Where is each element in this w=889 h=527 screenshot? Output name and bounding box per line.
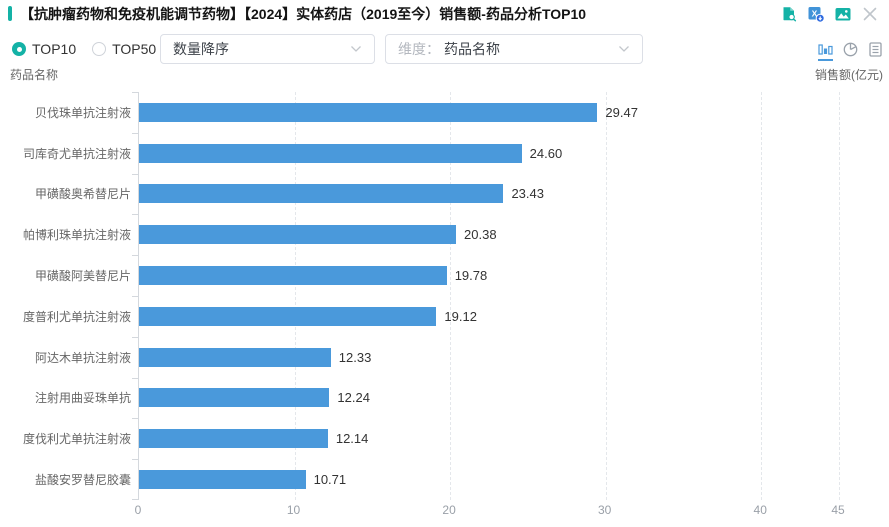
value-label: 10.71 — [313, 472, 347, 488]
bar-chart-view-button[interactable] — [817, 41, 834, 61]
value-label: 19.78 — [454, 268, 488, 284]
radio-top10[interactable]: TOP10 — [12, 41, 76, 57]
value-label: 24.60 — [529, 145, 563, 161]
sort-order-value: 数量降序 — [173, 41, 229, 57]
x-axis-title: 销售额(亿元) — [815, 68, 883, 82]
category-label: 盐酸安罗替尼胶囊 — [34, 473, 131, 488]
bar-row: 甲磺酸阿美替尼片 19.78 — [35, 255, 839, 296]
image-export-icon[interactable] — [834, 5, 852, 23]
category-label: 甲磺酸奥希替尼片 — [34, 187, 131, 202]
value-label: 12.33 — [338, 349, 372, 365]
value-label: 12.24 — [337, 390, 370, 406]
radio-top50[interactable]: TOP50 — [92, 41, 156, 57]
radio-label: TOP10 — [32, 41, 77, 57]
top-filter-radios: TOP10 TOP50 — [12, 34, 156, 64]
list-view-button[interactable] — [867, 41, 884, 58]
category-label: 度普利尤单抗注射液 — [22, 309, 131, 324]
bar-row: 贝伐珠单抗注射液 29.47 — [35, 92, 839, 133]
x-tick-label: 0 — [134, 503, 142, 517]
bar[interactable] — [139, 102, 598, 122]
bar[interactable] — [139, 347, 331, 367]
gridline — [761, 92, 763, 500]
value-label: 20.38 — [464, 227, 497, 243]
bar-row: 盐酸安罗替尼胶囊 10.71 — [35, 459, 839, 500]
excel-export-icon[interactable]: X — [807, 5, 825, 23]
x-tick-label: 45 — [831, 503, 845, 517]
x-tick-label: 20 — [442, 503, 456, 517]
chevron-down-icon — [351, 46, 361, 52]
bar-row: 度伐利尤单抗注射液 12.14 — [23, 418, 839, 459]
value-label: 23.43 — [511, 186, 544, 202]
bar[interactable] — [139, 470, 306, 490]
sort-order-select[interactable]: 数量降序 — [160, 34, 375, 64]
value-label: 12.14 — [335, 431, 369, 447]
bar-row: 甲磺酸奥希替尼片 23.43 — [35, 173, 839, 215]
category-label: 司库奇尤单抗注射液 — [22, 146, 131, 161]
plot-area: 贝伐珠单抗注射液 29.47 司库奇尤单抗注射液 24.60 甲磺酸奥希替尼片 23.43… — [23, 92, 840, 500]
pie-chart-view-button[interactable] — [842, 41, 859, 58]
gridline — [294, 92, 296, 500]
bar-row: 度普利尤单抗注射液 19.12 — [23, 295, 839, 337]
radio-dot-icon — [92, 42, 107, 56]
value-label: 19.12 — [444, 308, 477, 324]
svg-text:X: X — [812, 9, 818, 19]
pie-chart-icon — [843, 42, 858, 57]
bar-row: 司库奇尤单抗注射液 24.60 — [23, 132, 839, 174]
dimension-label: 维度： — [398, 41, 440, 57]
chart-view-switch — [817, 41, 884, 61]
bar[interactable] — [139, 388, 330, 408]
title-accent-bar — [8, 6, 12, 21]
gridline — [605, 92, 607, 500]
radio-dot-icon — [12, 42, 26, 56]
category-label: 甲磺酸阿美替尼片 — [34, 269, 131, 284]
bar[interactable] — [139, 225, 457, 245]
bar-row: 注射用曲妥珠单抗 12.24 — [35, 377, 839, 419]
category-label: 贝伐珠单抗注射液 — [34, 105, 131, 120]
category-label: 度伐利尤单抗注射液 — [22, 432, 131, 447]
x-tick-label: 10 — [286, 503, 301, 517]
chevron-down-icon — [619, 46, 629, 52]
gridline — [450, 92, 452, 500]
gridline — [839, 92, 840, 500]
header-actions: X — [780, 5, 879, 23]
category-label: 阿达木单抗注射液 — [34, 350, 131, 365]
bar[interactable] — [139, 429, 328, 449]
y-axis-title: 药品名称 — [10, 68, 59, 82]
category-label: 注射用曲妥珠单抗 — [34, 391, 131, 406]
dimension-value: 药品名称 — [444, 41, 500, 57]
file-search-icon[interactable] — [780, 5, 798, 23]
dimension-select[interactable]: 维度： 药品名称 — [385, 34, 643, 64]
x-tick-label: 30 — [597, 503, 612, 517]
bar[interactable] — [139, 266, 447, 286]
x-tick-label: 40 — [753, 503, 767, 517]
x-axis-labels: 0 10 20 30 40 45 — [134, 503, 845, 519]
close-icon[interactable] — [861, 5, 879, 23]
radio-label: TOP50 — [112, 41, 157, 57]
bar-row: 帕博利珠单抗注射液 20.38 — [23, 214, 839, 255]
bar[interactable] — [139, 306, 437, 326]
bar-chart-icon — [818, 44, 833, 55]
bar[interactable] — [139, 143, 522, 163]
bar-row: 阿达木单抗注射液 12.33 — [35, 336, 839, 378]
list-view-icon — [869, 42, 882, 57]
page-title: 【抗肿瘤药物和免疫机能调节药物】【2024】实体药店（2019至今）销售额-药品… — [20, 6, 587, 22]
bar[interactable] — [139, 184, 504, 204]
category-label: 帕博利珠单抗注射液 — [22, 228, 131, 243]
value-label: 29.47 — [605, 104, 638, 120]
